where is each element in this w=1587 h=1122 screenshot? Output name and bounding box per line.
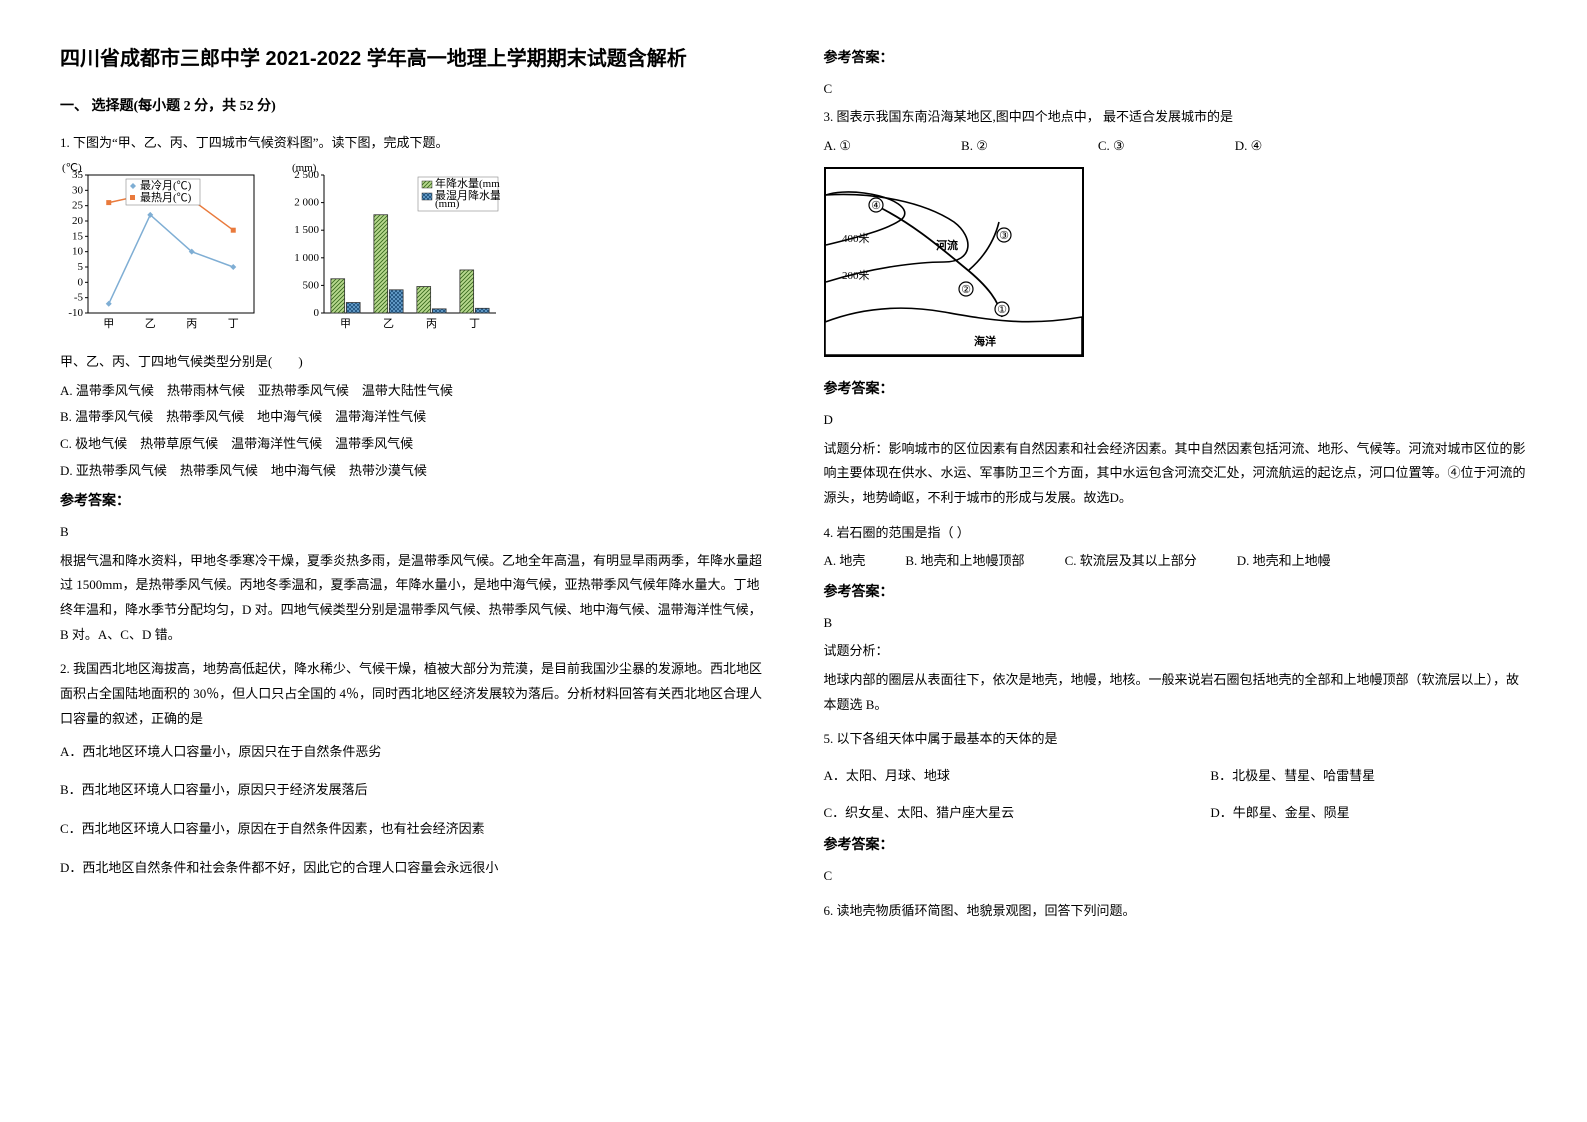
svg-text:②: ② — [961, 284, 971, 296]
q5-ans: C — [824, 864, 1528, 889]
q4-opt-c: C. 软流层及其以上部分 — [1065, 549, 1197, 574]
q5-opt-d: D．牛郎星、金星、陨星 — [1210, 801, 1349, 826]
svg-text:25: 25 — [72, 200, 84, 212]
q2-opt-a: A．西北地区环境人口容量小，原因只在于自然条件恶劣 — [60, 740, 764, 765]
svg-text:-5: -5 — [74, 292, 84, 304]
q3-opt-d: D. ④ — [1235, 134, 1263, 159]
q3-map: ① ② ③ ④ 400米 200米 河流海洋 — [824, 167, 1528, 366]
svg-text:10: 10 — [72, 246, 84, 258]
precip-chart: (mm) 0 500 1 000 1 500 2 000 2 500 甲 乙 丙 丁 年降水量(mm)… — [290, 161, 500, 340]
q5-opt-a: A．太阳、月球、地球 — [824, 764, 1211, 789]
svg-text:丙: 丙 — [186, 318, 197, 330]
question-1: 1. 下图为“甲、乙、丙、丁四城市气候资料图”。读下图，完成下题。 (℃)-10… — [60, 131, 764, 648]
svg-text:5: 5 — [78, 261, 84, 273]
svg-text:甲: 甲 — [103, 318, 114, 330]
question-2: 2. 我国西北地区海拔高，地势高低起伏，降水稀少、气候干燥，植被大部分为荒漠，是… — [60, 657, 764, 880]
svg-text:200米: 200米 — [842, 269, 870, 282]
svg-text:2 000: 2 000 — [294, 197, 319, 209]
svg-text:乙: 乙 — [383, 317, 394, 330]
svg-text:15: 15 — [72, 231, 84, 243]
q1-ans-head: 参考答案： — [60, 489, 764, 516]
q4-analysis-head: 试题分析： — [824, 639, 1528, 664]
q4-options: A. 地壳 B. 地壳和上地幔顶部 C. 软流层及其以上部分 D. 地壳和上地幔 — [824, 549, 1528, 574]
q2-ans: C — [824, 77, 1528, 102]
svg-text:最冷月(℃): 最冷月(℃) — [140, 179, 192, 192]
svg-text:2 500: 2 500 — [294, 169, 319, 181]
q1-charts: (℃)-10-505101520253035甲乙丙丁最冷月(℃)最热月(℃) (… — [60, 161, 764, 340]
q2-stem: 2. 我国西北地区海拔高，地势高低起伏，降水稀少、气候干燥，植被大部分为荒漠，是… — [60, 657, 764, 731]
q4-ans: B — [824, 611, 1528, 636]
svg-text:河流: 河流 — [936, 238, 958, 252]
temp-chart: (℃)-10-505101520253035甲乙丙丁最冷月(℃)最热月(℃) — [60, 161, 260, 340]
q1-options: A. 温带季风气候 热带雨林气候 亚热带季风气候 温带大陆性气候 B. 温带季风… — [60, 379, 764, 484]
svg-text:甲: 甲 — [340, 318, 351, 330]
q4-opt-a: A. 地壳 — [824, 549, 866, 574]
q1-ans: B — [60, 520, 764, 545]
svg-text:400米: 400米 — [842, 232, 870, 245]
q5-stem: 5. 以下各组天体中属于最基本的天体的是 — [824, 727, 1528, 752]
q1-opt-a: A. 温带季风气候 热带雨林气候 亚热带季风气候 温带大陆性气候 — [60, 379, 764, 404]
q1-opt-b: B. 温带季风气候 热带季风气候 地中海气候 温带海洋性气候 — [60, 405, 764, 430]
q3-options: A. ① B. ② C. ③ D. ④ — [824, 134, 1528, 159]
svg-text:(mm): (mm) — [435, 198, 460, 210]
q5-opt-c: C．织女星、太阳、猎户座大星云 — [824, 801, 1211, 826]
svg-text:乙: 乙 — [145, 317, 156, 330]
question-4: 4. 岩石圈的范围是指（ ） A. 地壳 B. 地壳和上地幔顶部 C. 软流层及… — [824, 521, 1528, 718]
q3-analysis: 试题分析：影响城市的区位因素有自然因素和社会经济因素。其中自然因素包括河流、地形… — [824, 437, 1528, 511]
svg-text:1 500: 1 500 — [294, 224, 319, 236]
svg-text:①: ① — [997, 304, 1007, 316]
q4-stem: 4. 岩石圈的范围是指（ ） — [824, 521, 1528, 546]
q3-opt-b: B. ② — [961, 134, 988, 159]
q5-ans-head: 参考答案： — [824, 833, 1528, 860]
svg-text:年降水量(mm): 年降水量(mm) — [435, 176, 500, 190]
svg-text:20: 20 — [72, 215, 84, 227]
q3-opt-a: A. ① — [824, 134, 852, 159]
svg-text:④: ④ — [871, 200, 881, 212]
svg-text:35: 35 — [72, 169, 84, 181]
svg-text:0: 0 — [314, 307, 320, 319]
svg-text:30: 30 — [72, 185, 84, 197]
q4-opt-b: B. 地壳和上地幔顶部 — [905, 549, 1024, 574]
question-5: 5. 以下各组天体中属于最基本的天体的是 A．太阳、月球、地球 B．北极星、彗星… — [824, 727, 1528, 888]
q2-options: A．西北地区环境人口容量小，原因只在于自然条件恶劣 B．西北地区环境人口容量小，… — [60, 740, 764, 881]
svg-text:③: ③ — [999, 230, 1009, 242]
q2-opt-d: D．西北地区自然条件和社会条件都不好，因此它的合理人口容量会永远很小 — [60, 856, 764, 881]
q4-analysis: 地球内部的圈层从表面往下，依次是地壳，地幔，地核。一般来说岩石圈包括地壳的全部和… — [824, 668, 1528, 717]
svg-text:丁: 丁 — [469, 318, 480, 330]
q3-opt-c: C. ③ — [1098, 134, 1125, 159]
q4-ans-head: 参考答案： — [824, 580, 1528, 607]
svg-text:500: 500 — [303, 280, 320, 292]
q4-opt-d: D. 地壳和上地幔 — [1237, 549, 1331, 574]
q3-ans: D — [824, 408, 1528, 433]
svg-text:-10: -10 — [68, 307, 83, 319]
q2-opt-b: B．西北地区环境人口容量小，原因只于经济发展落后 — [60, 778, 764, 803]
svg-text:1 000: 1 000 — [294, 252, 319, 264]
q1-after: 甲、乙、丙、丁四地气候类型分别是( ) — [60, 350, 764, 375]
question-6: 6. 读地壳物质循环简图、地貌景观图，回答下列问题。 — [824, 899, 1528, 924]
q1-stem: 1. 下图为“甲、乙、丙、丁四城市气候资料图”。读下图，完成下题。 — [60, 131, 764, 156]
svg-text:海洋: 海洋 — [974, 334, 996, 348]
q2-opt-c: C．西北地区环境人口容量小，原因在于自然条件因素，也有社会经济因素 — [60, 817, 764, 842]
svg-text:丙: 丙 — [426, 318, 437, 330]
svg-text:丁: 丁 — [228, 318, 239, 330]
section-head: 一、 选择题(每小题 2 分，共 52 分) — [60, 94, 764, 121]
q5-opt-b: B．北极星、彗星、哈雷彗星 — [1210, 764, 1375, 789]
svg-text:最热月(℃): 最热月(℃) — [140, 191, 192, 204]
question-3: 3. 图表示我国东南沿海某地区,图中四个地点中， 最不适合发展城市的是 A. ①… — [824, 105, 1528, 510]
q2-ans-head: 参考答案： — [824, 46, 1528, 73]
q3-stem: 3. 图表示我国东南沿海某地区,图中四个地点中， 最不适合发展城市的是 — [824, 105, 1528, 130]
q3-ans-head: 参考答案： — [824, 377, 1528, 404]
q6-stem: 6. 读地壳物质循环简图、地貌景观图，回答下列问题。 — [824, 899, 1528, 924]
page-title: 四川省成都市三郎中学 2021-2022 学年高一地理上学期期末试题含解析 — [60, 40, 764, 78]
svg-text:0: 0 — [78, 277, 84, 289]
q1-opt-c: C. 极地气候 热带草原气候 温带海洋性气候 温带季风气候 — [60, 432, 764, 457]
q1-opt-d: D. 亚热带季风气候 热带季风气候 地中海气候 热带沙漠气候 — [60, 459, 764, 484]
q1-analysis: 根据气温和降水资料，甲地冬季寒冷干燥，夏季炎热多雨，是温带季风气候。乙地全年高温… — [60, 549, 764, 648]
